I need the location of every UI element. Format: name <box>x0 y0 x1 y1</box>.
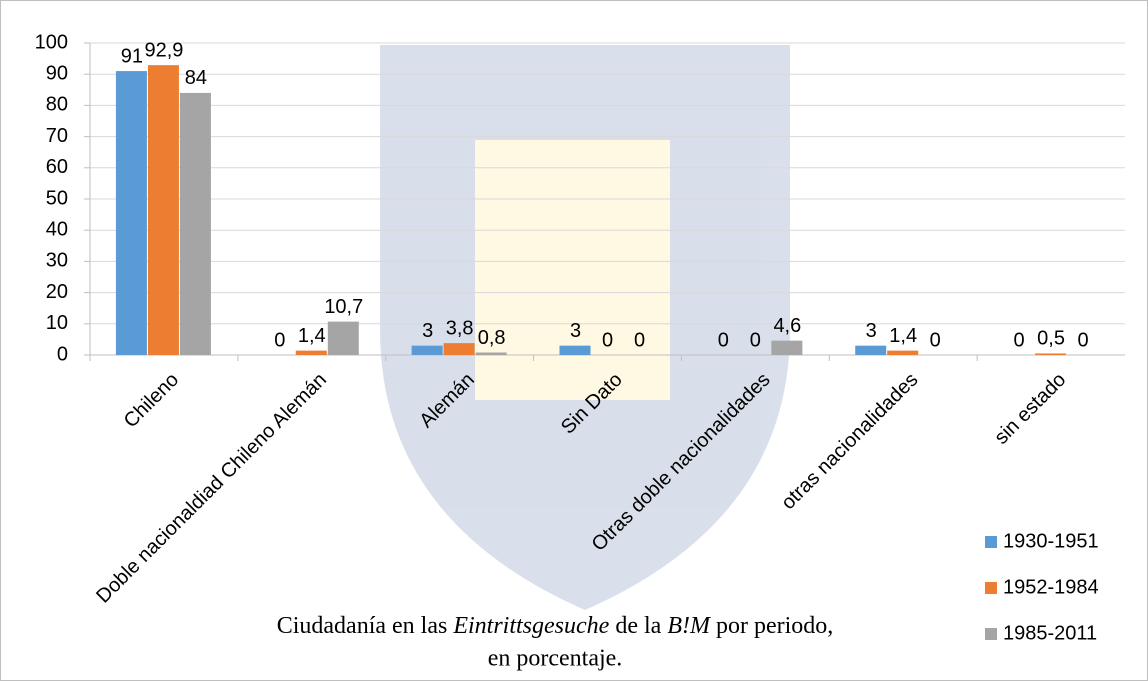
bar <box>412 346 443 355</box>
caption-text: Ciudadanía en las <box>277 613 454 639</box>
value-label: 0 <box>1014 329 1025 351</box>
value-label: 3 <box>422 320 433 342</box>
value-label: 3 <box>570 320 581 342</box>
value-label: 1,4 <box>889 325 917 347</box>
value-label: 0 <box>1078 329 1089 351</box>
legend-label: 1952-1984 <box>1003 576 1099 598</box>
caption-text: de la <box>609 613 667 639</box>
value-label: 0,5 <box>1037 328 1065 350</box>
value-label: 3 <box>866 320 877 342</box>
value-label: 1,4 <box>298 325 326 347</box>
value-label: 0 <box>750 329 761 351</box>
caption-text: Eintrittsgesuche <box>452 613 609 639</box>
value-label: 0 <box>930 329 941 351</box>
caption-text: por periodo, <box>710 613 833 639</box>
bar <box>328 322 359 355</box>
value-label: 0 <box>634 329 645 351</box>
bar <box>887 351 918 355</box>
chart: Ciudadanía en las Eintrittsgesuche de la… <box>0 0 1148 681</box>
caption-line: en porcentaje. <box>488 646 623 672</box>
value-label: 84 <box>185 67 207 89</box>
bar <box>180 93 211 355</box>
legend-label: 1985-2011 <box>1003 622 1097 644</box>
y-tick-label: 100 <box>35 31 68 53</box>
y-tick-label: 50 <box>46 187 68 209</box>
value-label: 0 <box>274 329 285 351</box>
y-tick-label: 60 <box>46 156 68 178</box>
value-label: 0 <box>602 329 613 351</box>
bar <box>771 341 802 355</box>
value-label: 91 <box>121 45 143 67</box>
bar <box>148 65 179 355</box>
value-label: 3,8 <box>446 317 474 339</box>
y-tick-label: 30 <box>46 250 68 272</box>
value-label: 92,9 <box>144 39 183 61</box>
y-tick-label: 80 <box>46 94 68 116</box>
legend-swatch <box>985 582 997 594</box>
value-label: 0 <box>718 329 729 351</box>
bar <box>296 351 327 355</box>
y-tick-label: 0 <box>57 343 68 365</box>
bar <box>855 346 886 355</box>
value-label: 0,8 <box>478 327 506 349</box>
legend-label: 1930-1951 <box>1003 530 1099 552</box>
y-tick-label: 90 <box>46 62 68 84</box>
value-label: 4,6 <box>773 315 801 337</box>
legend-swatch <box>985 628 997 640</box>
bar <box>444 343 475 355</box>
bar <box>560 346 591 355</box>
y-tick-label: 10 <box>46 312 68 334</box>
caption-text: B!M <box>667 613 712 639</box>
value-label: 10,7 <box>324 296 363 318</box>
bar <box>116 71 147 355</box>
y-tick-label: 70 <box>46 125 68 147</box>
bar <box>476 353 507 355</box>
legend-swatch <box>985 536 997 548</box>
caption-line: Ciudadanía en las Eintrittsgesuche de la… <box>277 613 834 639</box>
y-tick-label: 40 <box>46 218 68 240</box>
bar <box>1035 353 1066 355</box>
y-tick-label: 20 <box>46 281 68 303</box>
